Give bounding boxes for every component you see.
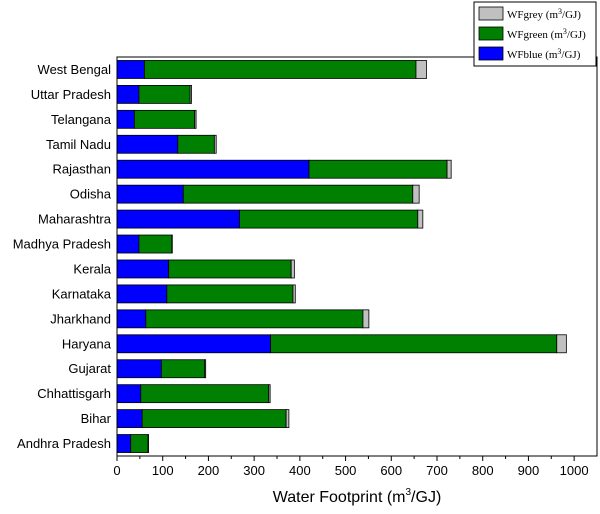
category-label-15: Andhra Pradesh	[17, 436, 111, 451]
bar-wfblue-14	[116, 409, 143, 428]
x-tick-label-3: 300	[243, 463, 265, 478]
bar-wfblue-10	[116, 309, 147, 329]
category-label-5: Odisha	[70, 187, 112, 202]
category-label-4: Rajasthan	[52, 162, 111, 177]
bars-layer	[116, 60, 567, 453]
bar-wfblue-4	[116, 159, 310, 179]
bar-wfgreen-9	[166, 284, 294, 304]
x-tick-label-1: 100	[152, 463, 174, 478]
x-tick-label-0: 0	[113, 463, 120, 478]
category-label-9: Karnataka	[52, 286, 112, 301]
bar-wfgrey-1	[189, 85, 192, 104]
bar-wfgrey-4	[446, 159, 452, 179]
bar-wfblue-6	[116, 209, 240, 229]
bar-wfgreen-0	[144, 60, 417, 79]
x-axis-label-end: /GJ)	[411, 489, 441, 506]
x-axis-label-main: Water Footprint (m	[273, 489, 406, 506]
bar-wfgrey-5	[412, 184, 420, 204]
bar-wfgrey-6	[417, 209, 424, 229]
category-labels: West Bengal Uttar Pradesh Telangana Tamil N…	[13, 62, 112, 451]
bar-wfblue-7	[116, 234, 140, 254]
x-ticks: 0 100 200 300 400 500 600 700 800 900 1000	[113, 456, 589, 478]
x-tick-label-6: 600	[380, 463, 402, 478]
x-tick-label-7: 700	[426, 463, 448, 478]
bar-wfgrey-2	[194, 109, 197, 129]
legend-swatch-wfgrey	[478, 6, 504, 21]
bar-wfgrey-9	[292, 284, 296, 304]
bar-wfgreen-12	[160, 359, 206, 379]
x-axis-label: Water Footprint (m3/GJ)	[273, 487, 442, 506]
category-label-12: Gujarat	[68, 361, 111, 376]
category-label-10: Jharkhand	[50, 311, 111, 326]
bar-wfgreen-8	[168, 259, 292, 279]
category-label-6: Maharashtra	[38, 212, 112, 227]
legend-label-wfblue: WFblue (m3/GJ)	[507, 47, 581, 61]
category-label-0: West Bengal	[38, 62, 112, 77]
bar-wfblue-13	[116, 384, 142, 404]
bar-wfgreen-14	[141, 409, 287, 428]
bar-wfgreen-7	[138, 234, 173, 254]
bar-wfgreen-2	[133, 109, 196, 129]
bar-wfblue-3	[116, 134, 179, 154]
legend-label-wfgrey: WFgrey (m3/GJ)	[507, 7, 581, 21]
bar-wfgreen-13	[140, 384, 270, 404]
bar-wfgrey-0	[415, 60, 427, 79]
bar-wfgrey-14	[285, 409, 290, 428]
bar-wfgreen-10	[145, 309, 364, 329]
legend-swatch-wfblue	[478, 46, 504, 61]
category-label-3: Tamil Nadu	[46, 137, 111, 152]
bar-wfgreen-3	[177, 134, 215, 154]
category-label-2: Telangana	[51, 112, 112, 127]
bar-wfgrey-12	[204, 359, 207, 379]
bar-wfgrey-11	[556, 334, 567, 354]
x-tick-label-10: 1000	[560, 463, 589, 478]
category-label-11: Haryana	[62, 336, 112, 351]
legend-swatch-wfgreen	[478, 26, 504, 41]
x-tick-label-8: 800	[472, 463, 494, 478]
bar-wfblue-0	[116, 60, 145, 79]
bar-wfgreen-4	[308, 159, 448, 179]
category-label-8: Kerala	[73, 261, 111, 276]
bar-wfgrey-13	[268, 384, 271, 404]
category-label-14: Bihar	[81, 411, 112, 426]
x-tick-label-2: 200	[198, 463, 220, 478]
bar-wfblue-11	[116, 334, 272, 354]
bar-wfblue-9	[116, 284, 168, 304]
bar-wfblue-2	[116, 109, 135, 129]
bar-wfgreen-6	[239, 209, 419, 229]
bar-wfgreen-15	[130, 434, 149, 453]
bar-wfgrey-8	[290, 259, 295, 279]
legend: WFgrey (m3/GJ) WFgreen (m3/GJ) WFblue (m3/…	[473, 1, 597, 67]
x-tick-label-9: 900	[518, 463, 540, 478]
bar-wfgrey-3	[213, 134, 217, 154]
x-tick-label-4: 400	[289, 463, 311, 478]
legend-label-wfgreen: WFgreen (m3/GJ)	[507, 27, 586, 41]
bar-wfgreen-5	[182, 184, 414, 204]
bar-wfblue-12	[116, 359, 162, 379]
category-label-7: Madhya Pradesh	[13, 237, 111, 252]
x-tick-label-5: 500	[335, 463, 357, 478]
category-label-1: Uttar Pradesh	[31, 87, 111, 102]
bar-wfblue-15	[116, 434, 132, 453]
bar-wfblue-5	[116, 184, 184, 204]
x-axis-label-sup: 3	[405, 487, 411, 498]
bar-wfgreen-1	[138, 85, 191, 104]
bar-wfgreen-11	[270, 334, 558, 354]
plot-frame	[116, 56, 598, 457]
category-label-13: Chhattisgarh	[37, 386, 111, 401]
bar-wfblue-1	[116, 85, 140, 104]
bar-wfblue-8	[116, 259, 170, 279]
bar-wfgrey-10	[362, 309, 370, 329]
